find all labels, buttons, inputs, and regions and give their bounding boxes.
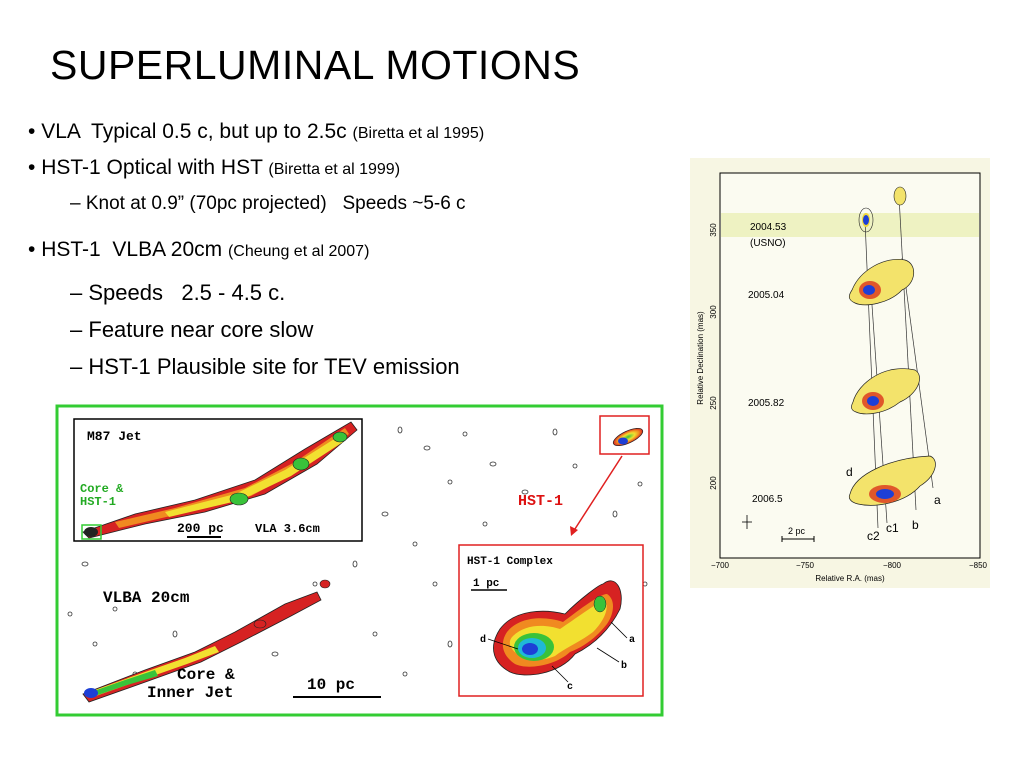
slide-title: SUPERLUMINAL MOTIONS <box>50 42 581 88</box>
vlba-epochs-figure: 350 300 250 200 Relative Declination (ma… <box>690 158 990 588</box>
sub-bullet-marker: – <box>70 280 83 305</box>
epoch-2004-53: 2004.53 <box>750 222 787 233</box>
sub-bullet-feature: – Feature near core slow <box>70 317 313 343</box>
comp-d: d <box>846 465 853 479</box>
epoch-2005-82: 2005.82 <box>748 398 785 409</box>
scale-label: 2 pc <box>788 526 806 536</box>
hst1-label-b: b <box>621 660 627 672</box>
comp-a: a <box>934 493 941 507</box>
sub-bullet-tev: – HST-1 Plausible site for TEV emission <box>70 354 460 380</box>
y-tick-200: 200 <box>709 476 718 490</box>
inset-core-label-2: HST-1 <box>80 495 116 509</box>
y-tick-300: 300 <box>709 305 718 319</box>
core-inner-label-2: Inner Jet <box>147 684 233 702</box>
bullet-marker: • <box>28 156 36 179</box>
epoch-usno: (USNO) <box>750 238 786 249</box>
epoch-band <box>721 213 979 237</box>
source-2004 <box>858 186 907 233</box>
source-2006-5 <box>848 455 936 506</box>
hst1-arrow <box>572 455 623 533</box>
x-tick-850: −850 <box>969 561 988 570</box>
y-axis-ticks: 350 300 250 200 <box>709 223 718 490</box>
bullet-hst1-vlba: • HST-1 VLBA 20cm (Cheung et al 2007) <box>28 238 369 262</box>
y-tick-350: 350 <box>709 223 718 237</box>
x-tick-800: −800 <box>883 561 902 570</box>
sub-bullet-text: Knot at 0.9” (70pc projected) Speeds ~5-… <box>85 193 466 214</box>
m87-jet-figure: M87 Jet Core & HST-1 200 pc VLA 3.6cm VL… <box>55 404 664 717</box>
source-2005-04 <box>848 258 914 306</box>
bullet-ref: (Biretta et al 1995) <box>352 125 485 142</box>
bullet-hst1-optical: • HST-1 Optical with HST (Biretta et al … <box>28 156 400 180</box>
hst1-label-c: c <box>567 682 573 693</box>
epoch-2005-04: 2005.04 <box>748 290 785 301</box>
bullet-ref: (Cheung et al 2007) <box>227 243 370 260</box>
hst1-complex-panel: HST-1 Complex 1 pc d a b c <box>458 544 644 697</box>
core-inner-label: Core & <box>177 666 235 684</box>
inset-core-label: Core & <box>80 482 124 496</box>
bullet-text: VLA Typical 0.5 c, but up to 2.5c <box>41 120 347 143</box>
beam-marker <box>742 515 752 529</box>
sub-bullet-speeds: – Speeds 2.5 - 4.5 c. <box>70 280 285 306</box>
sub-bullet-marker: – <box>70 317 83 342</box>
x-tick-750: −750 <box>796 561 815 570</box>
inset-band-label: VLA 3.6cm <box>255 522 320 536</box>
component-labels: d a b c1 c2 <box>846 465 941 543</box>
inset-scale-label: 200 pc <box>177 521 224 536</box>
vlba-jet <box>82 579 331 703</box>
epoch-labels: 2004.53 (USNO) 2005.04 2005.82 2006.5 <box>748 222 787 505</box>
m87-vla-inset: M87 Jet Core & HST-1 200 pc VLA 3.6cm <box>73 418 363 542</box>
hst1-complex-title: HST-1 Complex <box>467 556 553 568</box>
vlba-scale-label: 10 pc <box>307 676 355 694</box>
core-box <box>81 524 102 540</box>
comp-c2: c2 <box>867 529 880 543</box>
sub-bullet-knot: – Knot at 0.9” (70pc projected) Speeds ~… <box>70 193 466 215</box>
x-tick-700: −700 <box>711 561 730 570</box>
sub-bullet-marker: – <box>70 354 83 379</box>
bullet-marker: • <box>28 238 36 261</box>
x-axis-label: Relative R.A. (mas) <box>815 574 885 583</box>
sub-bullet-text: HST-1 Plausible site for TEV emission <box>88 354 460 379</box>
vlba-label: VLBA 20cm <box>103 589 190 607</box>
hst1-complex-scale: 1 pc <box>473 578 499 590</box>
inset-title: M87 Jet <box>87 429 142 444</box>
bullet-ref: (Biretta et al 1999) <box>268 161 401 178</box>
hst1-label-a: a <box>629 635 635 646</box>
sub-bullet-marker: – <box>70 193 81 214</box>
comp-b: b <box>912 518 919 532</box>
sub-bullet-text: Feature near core slow <box>88 317 314 342</box>
epoch-2006-5: 2006.5 <box>752 494 783 505</box>
bullet-text: HST-1 Optical with HST <box>41 156 263 179</box>
bullet-text: HST-1 VLBA 20cm <box>41 238 223 261</box>
comp-c1: c1 <box>886 521 899 535</box>
source-2005-82 <box>851 368 920 415</box>
x-axis-ticks: −700 −750 −800 −850 <box>711 561 988 570</box>
y-axis-label: Relative Declination (mas) <box>696 311 705 405</box>
vla-jet <box>81 421 358 540</box>
y-tick-250: 250 <box>709 396 718 410</box>
bullet-vla: • VLA Typical 0.5 c, but up to 2.5c (Bir… <box>28 120 484 144</box>
hst1-label-d: d <box>480 634 486 646</box>
hst1-arrow-label: HST-1 <box>518 493 563 510</box>
sub-bullet-text: Speeds 2.5 - 4.5 c. <box>88 280 286 305</box>
bullet-marker: • <box>28 120 36 143</box>
